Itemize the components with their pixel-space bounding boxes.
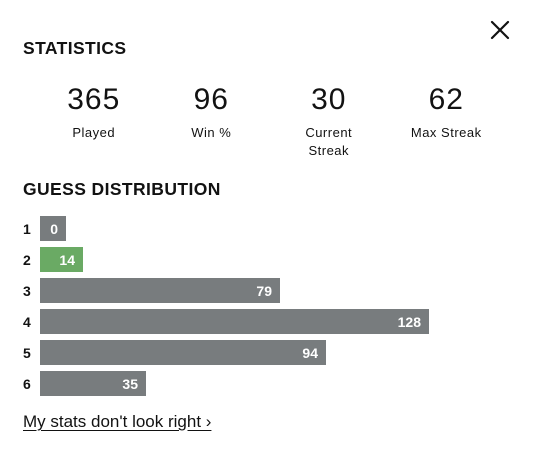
bar-count: 128 [397, 313, 421, 330]
stat-label: Current Streak [305, 125, 353, 158]
stat-label: Win % [191, 125, 232, 140]
bar-count: 35 [122, 375, 138, 392]
statistics-row: 365 Played 96 Win % 30 Current Streak 62… [35, 82, 505, 160]
stat-label: Max Streak [410, 125, 482, 140]
close-icon [490, 20, 510, 40]
distribution-row-3: 3 79 [23, 278, 503, 303]
guess-number: 5 [23, 344, 31, 361]
stat-label: Played [72, 125, 116, 140]
distribution-bar: 0 [40, 216, 66, 241]
stat-max-streak: 62 Max Streak [388, 82, 506, 160]
stats-help-link[interactable]: My stats don't look right › [23, 412, 212, 431]
guess-number: 4 [23, 313, 31, 330]
guess-number: 1 [23, 220, 31, 237]
distribution-row-2: 2 14 [23, 247, 503, 272]
guess-number: 3 [23, 282, 31, 299]
distribution-bar: 14 [40, 247, 83, 272]
bar-count: 79 [256, 282, 272, 299]
stat-current-streak: 30 Current Streak [270, 82, 388, 160]
bar-count: 94 [302, 344, 318, 361]
stat-win-percent: 96 Win % [153, 82, 271, 160]
stat-value: 30 [311, 83, 347, 116]
statistics-heading: STATISTICS [23, 38, 127, 58]
distribution-row-6: 6 35 [23, 371, 503, 396]
stat-value: 62 [428, 83, 464, 116]
guess-number: 6 [23, 375, 31, 392]
distribution-bar: 94 [40, 340, 326, 365]
bar-count: 14 [59, 251, 75, 268]
bar-count: 0 [50, 220, 58, 237]
guess-number: 2 [23, 251, 31, 268]
stat-played: 365 Played [35, 82, 153, 160]
distribution-row-5: 5 94 [23, 340, 503, 365]
guess-distribution-heading: GUESS DISTRIBUTION [23, 179, 221, 199]
distribution-row-4: 4 128 [23, 309, 503, 334]
distribution-row-1: 1 0 [23, 216, 503, 241]
guess-distribution: 1 0 2 14 3 79 4 128 5 94 [23, 216, 503, 402]
close-button[interactable] [486, 16, 514, 44]
stat-value: 365 [67, 83, 121, 116]
distribution-bar: 35 [40, 371, 146, 396]
stat-value: 96 [193, 83, 229, 116]
distribution-bar: 128 [40, 309, 429, 334]
distribution-bar: 79 [40, 278, 280, 303]
